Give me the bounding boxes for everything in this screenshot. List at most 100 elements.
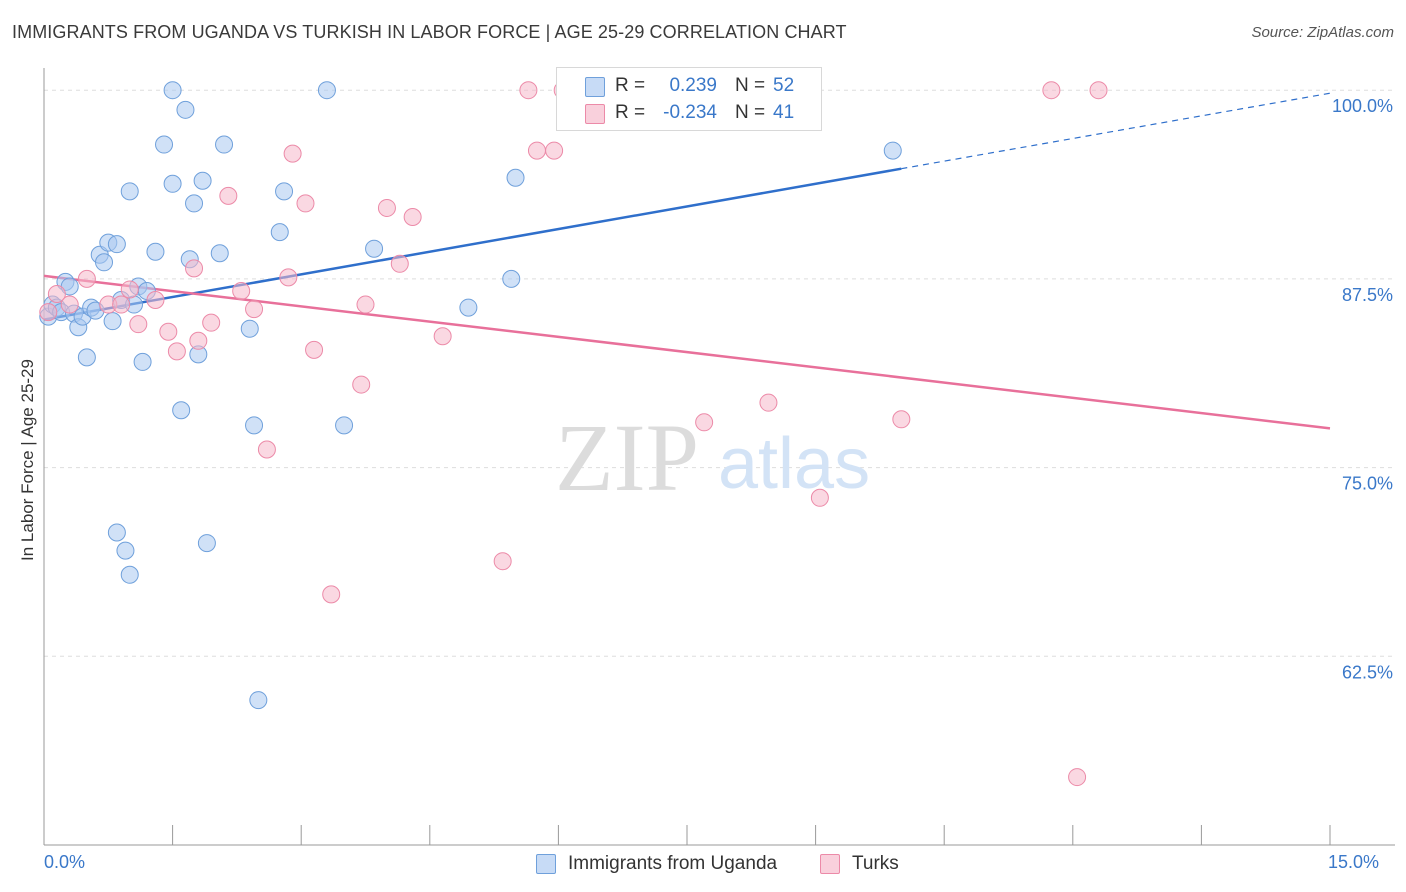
- data-point-uganda: [120, 565, 139, 584]
- data-point-turks: [219, 186, 238, 205]
- data-point-uganda: [185, 194, 204, 213]
- data-point-uganda: [317, 81, 336, 100]
- data-point-uganda: [133, 352, 152, 371]
- data-point-turks: [305, 340, 324, 359]
- data-point-turks: [322, 585, 341, 604]
- data-point-turks: [892, 410, 911, 429]
- legend-r-label: R =: [615, 102, 646, 123]
- data-point-uganda: [883, 141, 902, 160]
- data-point-turks: [810, 488, 829, 507]
- y-tick-label: 100.0%: [1332, 96, 1393, 116]
- data-point-uganda: [506, 168, 525, 187]
- data-point-uganda: [163, 174, 182, 193]
- data-point-turks: [112, 295, 131, 314]
- data-point-uganda: [120, 182, 139, 201]
- data-point-uganda: [107, 235, 126, 254]
- data-point-turks: [527, 141, 546, 160]
- legend-r-value: -0.234: [663, 102, 717, 123]
- data-point-turks: [296, 194, 315, 213]
- data-point-uganda: [193, 171, 212, 190]
- legend-label-uganda: Immigrants from Uganda: [568, 853, 778, 874]
- trend-layer: [43, 92, 1331, 430]
- data-point-uganda: [275, 182, 294, 201]
- data-point-uganda: [146, 242, 165, 261]
- trendline-uganda-extension: [901, 92, 1331, 170]
- legend-n-value: 41: [773, 102, 795, 123]
- data-point-uganda: [176, 100, 195, 119]
- data-point-uganda: [215, 135, 234, 154]
- data-point-turks: [77, 269, 96, 288]
- data-point-turks: [390, 254, 409, 273]
- source-credit: Source: ZipAtlas.com: [1251, 24, 1394, 41]
- data-point-turks: [129, 315, 148, 334]
- data-point-uganda: [245, 416, 264, 435]
- y-axis-label: In Labor Force | Age 25-29: [18, 359, 37, 561]
- data-point-uganda: [77, 348, 96, 367]
- legend-swatch-turks: [820, 854, 840, 874]
- data-point-uganda: [270, 223, 289, 242]
- data-point-turks: [377, 198, 396, 217]
- data-point-turks: [283, 144, 302, 163]
- data-point-uganda: [163, 81, 182, 100]
- data-point-uganda: [365, 239, 384, 258]
- legend-swatch-turks: [585, 104, 605, 124]
- data-point-uganda: [502, 269, 521, 288]
- data-point-turks: [60, 295, 79, 314]
- chart-title: IMMIGRANTS FROM UGANDA VS TURKISH IN LAB…: [12, 22, 847, 42]
- data-point-uganda: [210, 244, 229, 263]
- data-point-turks: [189, 331, 208, 350]
- data-point-uganda: [335, 416, 354, 435]
- grid-layer: [44, 89, 1395, 657]
- axes-layer: [43, 68, 1395, 846]
- data-point-uganda: [172, 401, 191, 420]
- data-point-uganda: [197, 534, 216, 553]
- legend-r-value: 0.239: [669, 75, 717, 96]
- data-point-turks: [759, 393, 778, 412]
- data-point-turks: [39, 303, 58, 322]
- y-tick-label: 87.5%: [1342, 285, 1393, 305]
- legend-r-label: R =: [615, 75, 646, 96]
- data-point-turks: [232, 281, 251, 300]
- legend-swatch-uganda: [536, 854, 556, 874]
- data-point-turks: [47, 284, 66, 303]
- data-point-turks: [695, 413, 714, 432]
- legend-swatch-uganda: [585, 77, 605, 97]
- data-point-turks: [120, 280, 139, 299]
- data-point-turks: [245, 300, 264, 319]
- data-point-uganda: [103, 312, 122, 331]
- data-point-uganda: [95, 253, 114, 272]
- data-point-turks: [279, 268, 298, 287]
- x-tick-label-max: 15.0%: [1328, 852, 1380, 872]
- legend-label-turks: Turks: [852, 853, 899, 874]
- data-point-turks: [356, 295, 375, 314]
- data-point-turks: [493, 552, 512, 571]
- data-point-uganda: [116, 541, 135, 560]
- data-point-turks: [519, 81, 538, 100]
- legend-n-label: N =: [735, 75, 766, 96]
- data-point-turks: [202, 313, 221, 332]
- data-point-uganda: [240, 319, 259, 338]
- data-point-turks: [185, 259, 204, 278]
- data-point-turks: [1089, 81, 1108, 100]
- data-point-turks: [257, 440, 276, 459]
- watermark: ZIP atlas: [555, 404, 870, 511]
- legend-row-turks: R = -0.234 N = 41: [557, 100, 821, 128]
- data-point-turks: [403, 208, 422, 226]
- y-tick-label: 75.0%: [1342, 474, 1393, 494]
- trendline-uganda: [43, 167, 902, 321]
- data-point-turks: [1042, 81, 1061, 100]
- data-point-turks: [159, 322, 178, 341]
- watermark-atlas: atlas: [718, 424, 870, 504]
- data-point-uganda: [459, 298, 478, 317]
- y-tick-label: 62.5%: [1342, 662, 1393, 682]
- legend-row-uganda: R = 0.239 N = 52: [557, 73, 821, 101]
- data-point-turks: [167, 342, 186, 361]
- data-point-turks: [545, 141, 564, 160]
- data-point-uganda: [155, 135, 174, 154]
- legend-n-value: 52: [773, 75, 795, 96]
- legend-n-label: N =: [735, 102, 766, 123]
- x-tick-label-min: 0.0%: [44, 852, 86, 872]
- correlation-legend: R = 0.239 N = 52 R = -0.234 N = 41: [556, 67, 822, 131]
- watermark-zip: ZIP: [555, 404, 699, 511]
